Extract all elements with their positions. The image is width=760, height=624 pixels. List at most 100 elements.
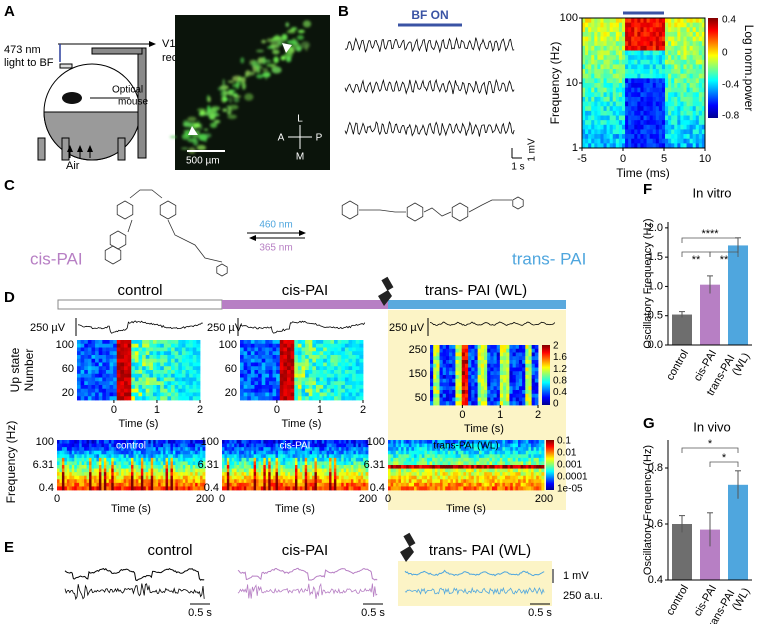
heat-cell (236, 461, 240, 466)
heat-cell (66, 479, 70, 484)
heat-cell (388, 486, 391, 491)
heat-cell (177, 482, 181, 487)
heat-cell (406, 457, 410, 462)
heat-cell (668, 124, 672, 130)
heat-cell (261, 381, 266, 386)
heat-cell (156, 373, 161, 378)
heat-cell (661, 120, 666, 126)
heat-cell (74, 479, 78, 484)
heat-cell (606, 22, 611, 28)
heat-cell (256, 440, 259, 444)
heat-cell (528, 352, 533, 357)
heat-cell (326, 347, 331, 352)
heat-cell (319, 355, 324, 360)
heat-cell (254, 343, 259, 348)
heat-cell (124, 366, 129, 371)
heat-cell (668, 92, 672, 98)
heat-cell (331, 450, 335, 455)
heat-cell (96, 468, 100, 473)
heat-cell (86, 450, 90, 455)
heat-cell (59, 486, 63, 491)
heat-cell (471, 352, 475, 357)
heat-cell (292, 479, 296, 484)
heat-cell (120, 396, 125, 401)
heat-cell (337, 370, 342, 375)
heat-cell (365, 447, 369, 452)
heat-cell (326, 479, 330, 484)
heat-cell (163, 355, 168, 360)
heat-cell (118, 472, 122, 477)
heat-cell (294, 340, 299, 345)
heat-cell (224, 440, 228, 444)
cell (181, 147, 189, 150)
heat-cell (258, 447, 262, 452)
heat-cell (304, 475, 308, 480)
heat-cell (452, 390, 456, 395)
heat-cell (268, 347, 273, 352)
label: 250 µV (389, 322, 425, 334)
label: 100 (201, 436, 219, 448)
heat-cell (474, 367, 479, 372)
heat-cell (655, 78, 660, 84)
heat-cell (304, 440, 308, 444)
heat-cell (294, 392, 299, 397)
heat-cell (131, 457, 134, 462)
heat-cell (81, 486, 85, 491)
heat-cell (637, 106, 641, 112)
heat-cell (124, 377, 129, 382)
heat-cell (701, 45, 706, 51)
heat-cell (615, 59, 620, 65)
heat-cell (254, 366, 259, 371)
heat-cell (270, 457, 274, 462)
heat-cell (355, 385, 360, 390)
heat-cell (534, 401, 539, 406)
heat-cell (677, 129, 681, 135)
heat-cell (126, 486, 129, 491)
heat-cell (398, 440, 402, 444)
heat-cell (680, 50, 684, 56)
heat-cell (96, 454, 100, 459)
heat-cell (331, 468, 335, 473)
heat-cell (600, 124, 604, 130)
heat-cell (419, 457, 423, 462)
heat-cell (646, 22, 651, 28)
cell (181, 133, 190, 140)
heat-cell (167, 392, 172, 397)
heat-cell (128, 440, 132, 444)
heat-cell (222, 472, 225, 477)
heat-cell (618, 45, 623, 51)
heat-cell (329, 457, 332, 462)
heat-cell (686, 138, 691, 144)
heat-cell (658, 124, 663, 130)
heat-cell (250, 362, 255, 367)
heat-cell (496, 375, 501, 380)
heat-cell (315, 396, 320, 401)
heat-cell (124, 370, 129, 375)
heat-cell (430, 363, 434, 368)
heat-cell (87, 355, 92, 360)
cell (196, 144, 207, 151)
heat-cell (145, 370, 150, 375)
label: L (297, 114, 303, 125)
heat-cell (308, 385, 313, 390)
heat-cell (433, 352, 437, 357)
heat-cell (258, 340, 263, 345)
heat-cell (326, 385, 331, 390)
heat-cell (677, 69, 681, 75)
heat-cell (116, 440, 120, 444)
heat-cell (518, 360, 523, 365)
heat-cell (355, 454, 359, 459)
heat-cell (363, 443, 366, 448)
heat-cell (138, 388, 143, 393)
heat-cell (153, 447, 157, 452)
heat-cell (680, 134, 684, 140)
heat-cell (101, 447, 105, 452)
heat-cell (680, 22, 684, 28)
heat-cell (701, 31, 706, 37)
heat-cell (113, 465, 117, 469)
heat-cell (280, 482, 284, 487)
heat-cell (202, 450, 206, 455)
heat-cell (276, 396, 281, 401)
heat-cell (658, 69, 663, 75)
heat-cell (251, 443, 255, 448)
